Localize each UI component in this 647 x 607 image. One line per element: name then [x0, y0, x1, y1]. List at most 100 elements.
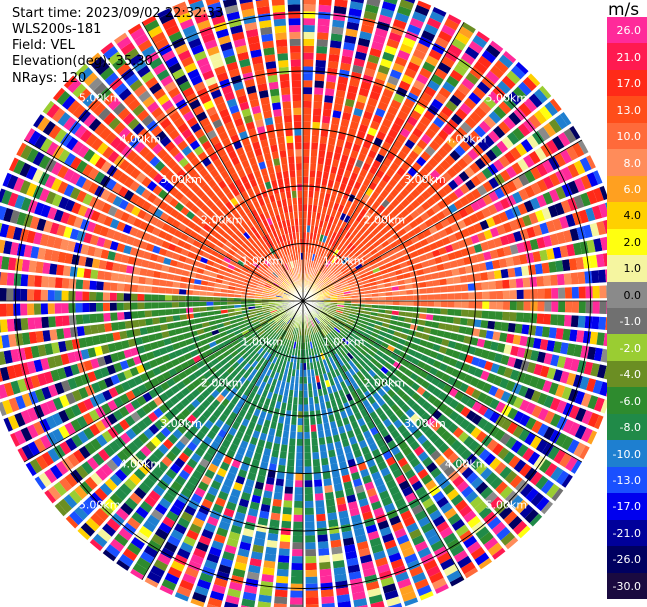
- velocity-cell: [340, 315, 349, 321]
- velocity-cell: [290, 583, 303, 591]
- velocity-cell: [458, 352, 468, 362]
- velocity-cell: [365, 580, 380, 591]
- velocity-cell: [327, 512, 338, 521]
- velocity-cell: [454, 292, 462, 300]
- velocity-cell: [555, 432, 568, 447]
- velocity-cell: [469, 254, 479, 264]
- velocity-cell: [542, 379, 553, 393]
- velocity-cell: [261, 426, 270, 435]
- velocity-cell: [450, 494, 464, 507]
- velocity-cell: [260, 580, 274, 590]
- velocity-cell: [359, 348, 368, 356]
- velocity-cell: [316, 163, 324, 172]
- velocity-cell: [194, 585, 210, 597]
- velocity-cell: [489, 496, 504, 510]
- velocity-cell: [303, 383, 308, 391]
- velocity-cell: [293, 397, 298, 405]
- velocity-cell: [465, 72, 479, 85]
- velocity-cell: [261, 389, 269, 398]
- velocity-cell: [367, 54, 380, 65]
- velocity-cell: [310, 218, 316, 226]
- velocity-cell: [283, 500, 293, 508]
- velocity-cell: [442, 355, 452, 365]
- velocity-cell: [353, 196, 361, 205]
- velocity-cell: [197, 374, 207, 384]
- velocity-cell: [273, 492, 283, 501]
- velocity-cell: [154, 419, 165, 431]
- velocity-cell: [124, 497, 138, 511]
- velocity-cell: [550, 274, 558, 286]
- velocity-cell: [344, 335, 352, 343]
- velocity-cell: [153, 559, 169, 572]
- velocity-cell: [241, 598, 256, 607]
- velocity-cell: [466, 471, 479, 485]
- velocity-cell: [505, 536, 519, 550]
- velocity-cell: [178, 469, 191, 481]
- velocity-cell: [310, 142, 319, 150]
- velocity-cell: [192, 517, 205, 528]
- velocity-cell: [336, 306, 344, 310]
- velocity-cell: [481, 207, 492, 218]
- velocity-cell: [489, 65, 505, 79]
- velocity-cell: [318, 554, 331, 563]
- velocity-cell: [439, 278, 447, 286]
- velocity-cell: [277, 394, 283, 403]
- velocity-cell: [454, 414, 465, 426]
- velocity-cell: [537, 126, 551, 141]
- velocity-cell: [315, 212, 321, 220]
- velocity-cell: [82, 303, 90, 313]
- velocity-cell: [323, 422, 331, 431]
- velocity-cell: [96, 292, 104, 301]
- velocity-cell: [311, 445, 319, 453]
- velocity-cell: [298, 397, 303, 405]
- velocity-cell: [590, 362, 600, 377]
- velocity-cell: [579, 445, 590, 460]
- velocity-cell: [383, 231, 392, 240]
- velocity-cell: [548, 188, 560, 203]
- velocity-cell: [351, 471, 361, 481]
- velocity-cell: [312, 333, 316, 341]
- velocity-cell: [430, 98, 444, 110]
- velocity-cell: [326, 282, 333, 287]
- velocity-cell: [239, 541, 252, 551]
- velocity-cell: [499, 169, 511, 182]
- velocity-cell: [443, 18, 460, 31]
- velocity-cell: [538, 85, 552, 99]
- velocity-cell: [440, 285, 448, 293]
- velocity-cell: [449, 149, 461, 162]
- velocity-cell: [454, 301, 462, 308]
- velocity-cell: [332, 434, 341, 443]
- velocity-cell: [436, 520, 450, 533]
- velocity-cell: [303, 128, 311, 136]
- velocity-cell: [345, 550, 358, 560]
- velocity-cell: [447, 179, 459, 191]
- velocity-cell: [544, 462, 558, 478]
- velocity-cell: [486, 239, 496, 250]
- velocity-cell: [449, 575, 464, 587]
- velocity-cell: [210, 480, 222, 491]
- velocity-cell: [376, 194, 385, 204]
- velocity-cell: [318, 4, 332, 13]
- velocity-cell: [406, 387, 416, 397]
- velocity-cell: [434, 583, 450, 594]
- velocity-cell: [342, 327, 350, 334]
- velocity-cell: [568, 421, 581, 437]
- velocity-cell: [340, 380, 347, 389]
- velocity-cell: [349, 286, 357, 291]
- velocity-cell: [491, 521, 507, 536]
- velocity-cell: [464, 236, 474, 247]
- velocity-cell: [129, 473, 142, 486]
- velocity-cell: [298, 404, 303, 412]
- velocity-cell: [498, 54, 514, 69]
- velocity-cell: [434, 92, 448, 105]
- velocity-cell: [284, 331, 289, 339]
- velocity-cell: [324, 485, 334, 493]
- velocity-cell: [580, 427, 593, 443]
- velocity-cell: [374, 324, 382, 330]
- velocity-cell: [326, 222, 332, 230]
- velocity-cell: [551, 135, 565, 151]
- velocity-cell: [278, 344, 284, 352]
- velocity-cell: [262, 351, 270, 359]
- velocity-cell: [348, 570, 362, 580]
- velocity-cell: [186, 403, 196, 414]
